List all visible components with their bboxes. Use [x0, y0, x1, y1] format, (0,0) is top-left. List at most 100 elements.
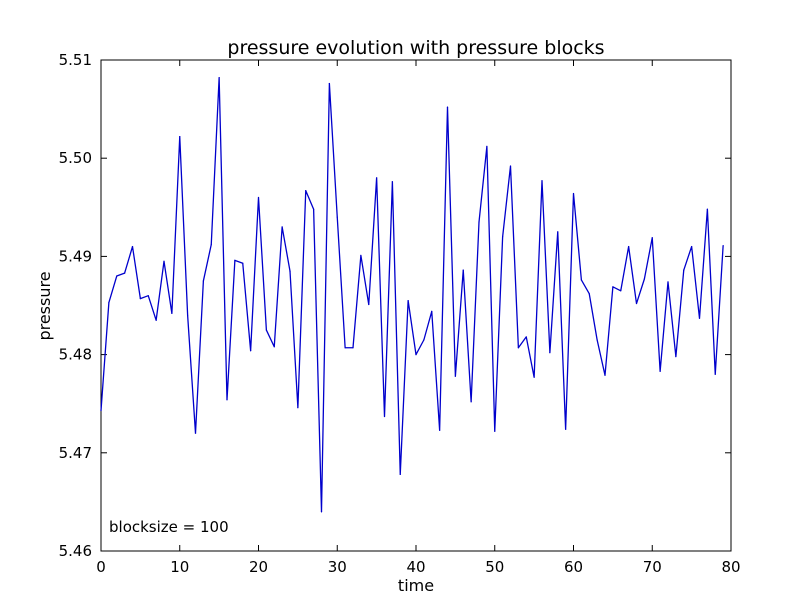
data-point: [596, 339, 598, 341]
data-point: [100, 409, 102, 412]
data-point: [242, 262, 244, 264]
data-point: [565, 428, 567, 430]
blocksize-annotation: blocksize = 100: [109, 518, 229, 536]
data-point: [218, 77, 220, 79]
data-point: [415, 354, 417, 356]
data-point: [352, 347, 354, 349]
data-point: [407, 299, 409, 302]
data-point: [423, 339, 425, 341]
data-point: [651, 237, 653, 239]
data-point: [454, 375, 456, 377]
x-tick-label: 70: [643, 558, 662, 576]
data-point: [698, 317, 701, 319]
x-tick-label: 60: [564, 558, 583, 576]
data-point: [635, 302, 638, 305]
data-point: [722, 244, 724, 247]
data-point: [226, 399, 228, 401]
data-point: [210, 244, 212, 246]
y-tick-label: 5.50: [59, 149, 92, 167]
data-point: [313, 208, 315, 210]
chart-title: pressure evolution with pressure blocks: [227, 37, 604, 59]
data-point: [360, 254, 362, 257]
y-tick-label: 5.51: [59, 51, 92, 69]
data-point: [549, 352, 551, 354]
y-tick-labels: 5.46 5.47 5.48 5.49 5.50 5.51: [59, 51, 92, 560]
data-point: [431, 310, 433, 312]
data-point: [391, 181, 393, 183]
data-point: [376, 177, 378, 179]
data-point: [399, 473, 401, 476]
data-point: [557, 231, 559, 233]
data-point: [163, 260, 165, 262]
data-point: [202, 280, 204, 282]
series-line: [100, 77, 724, 513]
data-point: [486, 145, 488, 148]
data-point: [502, 236, 504, 238]
data-point: [273, 346, 275, 348]
x-tick-label: 10: [170, 558, 189, 576]
x-tick-label: 0: [96, 558, 106, 576]
plot-frame: [100, 59, 732, 552]
data-point: [706, 208, 708, 210]
data-point: [328, 82, 330, 85]
data-point: [604, 374, 606, 376]
data-point: [124, 272, 126, 274]
x-tick-label: 40: [406, 558, 425, 576]
data-point: [383, 415, 386, 418]
data-point: [187, 314, 189, 316]
data-point: [336, 216, 338, 218]
data-point: [446, 106, 449, 108]
data-point: [470, 401, 472, 403]
data-point: [659, 370, 661, 372]
data-point: [580, 279, 582, 281]
data-point: [320, 511, 323, 513]
data-point: [509, 165, 512, 167]
data-point: [116, 275, 118, 277]
data-point: [297, 407, 299, 409]
data-point: [265, 329, 267, 331]
x-tick-labels: 0 10 20 30 40 50 60 70 80: [96, 558, 740, 576]
y-tick-label: 5.49: [59, 247, 92, 265]
data-point: [344, 347, 346, 349]
data-point: [194, 432, 197, 434]
data-point: [714, 373, 716, 375]
y-tick-label: 5.47: [59, 444, 92, 462]
data-point: [541, 180, 543, 182]
data-point: [108, 301, 110, 304]
series-points: [100, 77, 724, 513]
data-point: [667, 281, 669, 283]
data-point: [572, 192, 575, 195]
data-point: [525, 336, 527, 338]
data-point: [289, 270, 291, 272]
data-point: [179, 135, 181, 138]
data-point: [234, 259, 236, 261]
data-point: [612, 286, 614, 288]
data-point: [691, 245, 693, 248]
data-point: [628, 245, 630, 248]
data-point: [533, 376, 535, 378]
y-tick-label: 5.46: [59, 542, 92, 560]
data-point: [139, 298, 141, 300]
data-point: [131, 245, 134, 248]
data-point: [439, 429, 441, 431]
data-point: [675, 355, 677, 358]
data-point: [620, 290, 622, 292]
data-point: [257, 196, 260, 199]
x-tick-label: 50: [485, 558, 504, 576]
data-point: [250, 350, 252, 352]
data-point: [155, 319, 157, 321]
y-tick-label: 5.48: [59, 346, 92, 364]
x-axis-label: time: [398, 576, 434, 595]
data-point: [683, 269, 685, 271]
data-point: [478, 221, 480, 223]
data-point: [494, 430, 496, 432]
x-tick-label: 20: [249, 558, 268, 576]
data-point: [305, 190, 307, 192]
data-point: [643, 278, 645, 280]
data-point: [462, 269, 464, 271]
y-axis-label: pressure: [35, 271, 54, 340]
x-tick-label: 30: [328, 558, 347, 576]
axis-ticks: [100, 59, 732, 552]
data-point: [517, 347, 519, 349]
